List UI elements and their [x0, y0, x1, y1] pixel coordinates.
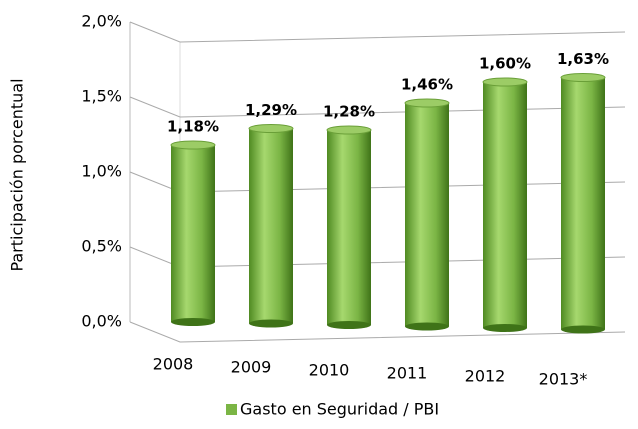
legend-label: Gasto en Seguridad / PBI: [240, 400, 439, 419]
value-label: 1,28%: [323, 103, 375, 121]
x-tick-label: 2011: [387, 364, 428, 383]
bar-base: [483, 324, 527, 332]
bar: [249, 128, 293, 324]
bar-base: [327, 321, 371, 329]
bar-top: [248, 124, 294, 133]
y-tick-label: 1,5%: [81, 87, 122, 106]
x-tick-label: 2012: [465, 367, 506, 386]
bar-base: [405, 322, 449, 331]
x-tick-label: 2009: [231, 358, 272, 377]
bar-base: [171, 318, 215, 326]
bar: [327, 130, 371, 325]
value-label: 1,60%: [479, 55, 531, 73]
x-tick-label: 2008: [153, 355, 194, 374]
y-tick-label: 0,0%: [81, 312, 122, 331]
bar: [405, 103, 449, 327]
value-label: 1,29%: [245, 101, 297, 119]
bar-top: [170, 140, 216, 150]
bar: [483, 82, 527, 328]
grid-line: [129, 96, 626, 118]
value-label: 1,46%: [401, 76, 453, 94]
y-tick-label: 0,5%: [81, 237, 122, 256]
grid-line: [129, 21, 626, 43]
bar-top: [560, 73, 606, 82]
bar-base: [249, 319, 293, 328]
bar-base: [561, 325, 605, 334]
y-axis-label: Participación porcentual: [8, 78, 27, 271]
grid-line: [129, 321, 626, 343]
x-tick-label: 2010: [309, 361, 350, 380]
y-tick-label: 2,0%: [81, 12, 122, 31]
bar: [171, 145, 215, 322]
legend-swatch: [226, 404, 237, 415]
bar: [561, 77, 605, 330]
value-label: 1,63%: [557, 50, 609, 68]
bar-top: [326, 125, 372, 135]
x-tick-label: 2013*: [539, 370, 588, 389]
value-label: 1,18%: [167, 118, 219, 136]
y-tick-label: 1,0%: [81, 162, 122, 181]
bar-top: [404, 98, 450, 108]
bar-top: [482, 77, 528, 87]
